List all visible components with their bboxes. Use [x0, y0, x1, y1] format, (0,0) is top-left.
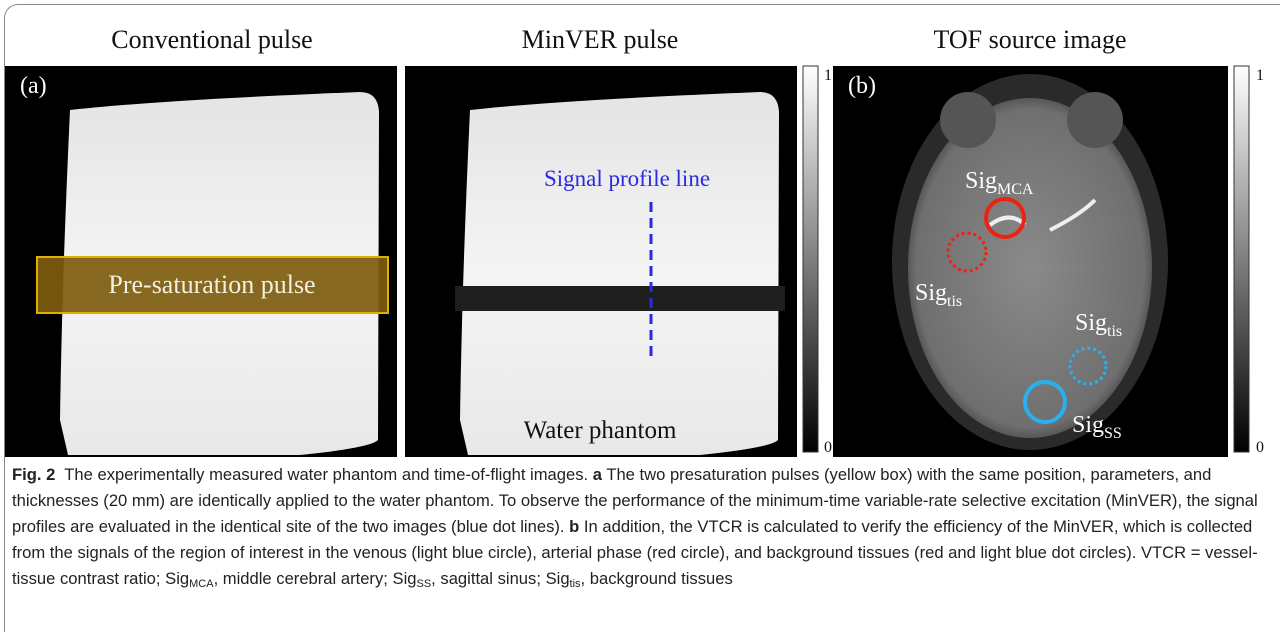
panel-label: (b) — [848, 73, 876, 99]
abbr-main: Sig — [546, 569, 570, 588]
phantom — [460, 92, 779, 455]
panel-title: MinVER pulse — [522, 25, 679, 54]
abbr-sub: SS — [416, 578, 431, 590]
eye — [940, 92, 996, 148]
annotation: Signal profile line — [544, 166, 710, 191]
caption-text: The experimentally measured water phanto… — [64, 465, 588, 484]
abbr-main: Sig — [393, 569, 417, 588]
abbr-sub: MCA — [189, 578, 213, 590]
page: Conventional pulse MinVER pulse TOF sour… — [0, 0, 1285, 632]
panel-label: (a) — [20, 73, 47, 99]
eye — [1067, 92, 1123, 148]
abbreviation: SigMCA, middle cerebral artery; — [165, 569, 388, 588]
figure: Conventional pulse MinVER pulse TOF sour… — [0, 0, 1285, 460]
abbr-def: , background tissues — [581, 569, 733, 588]
abbr-def: , middle cerebral artery; — [214, 569, 388, 588]
abbreviation: Sigtis, background tissues — [546, 569, 733, 588]
colorbar-label: 1 — [824, 67, 832, 84]
abbr-sub: tis — [570, 578, 581, 590]
caption-label: b — [569, 517, 579, 536]
caption-label: a — [593, 465, 602, 484]
abbreviation: SigSS, sagittal sinus; — [393, 569, 541, 588]
saturation-band — [455, 286, 785, 311]
annotation: Pre-saturation pulse — [108, 270, 315, 299]
caption: Fig. 2 The experimentally measured water… — [12, 462, 1274, 592]
annotation: Water phantom — [524, 417, 677, 444]
caption-label: Fig. 2 — [12, 465, 55, 484]
colorbar-label: 0 — [824, 439, 832, 456]
panel-title: Conventional pulse — [111, 25, 312, 54]
colorbar — [803, 66, 818, 452]
abbr-def: , sagittal sinus; — [431, 569, 541, 588]
panel-title: TOF source image — [933, 25, 1126, 54]
colorbar — [1234, 66, 1249, 452]
abbr-main: Sig — [165, 569, 189, 588]
colorbar-label: 0 — [1256, 439, 1264, 456]
colorbar-label: 1 — [1256, 67, 1264, 84]
